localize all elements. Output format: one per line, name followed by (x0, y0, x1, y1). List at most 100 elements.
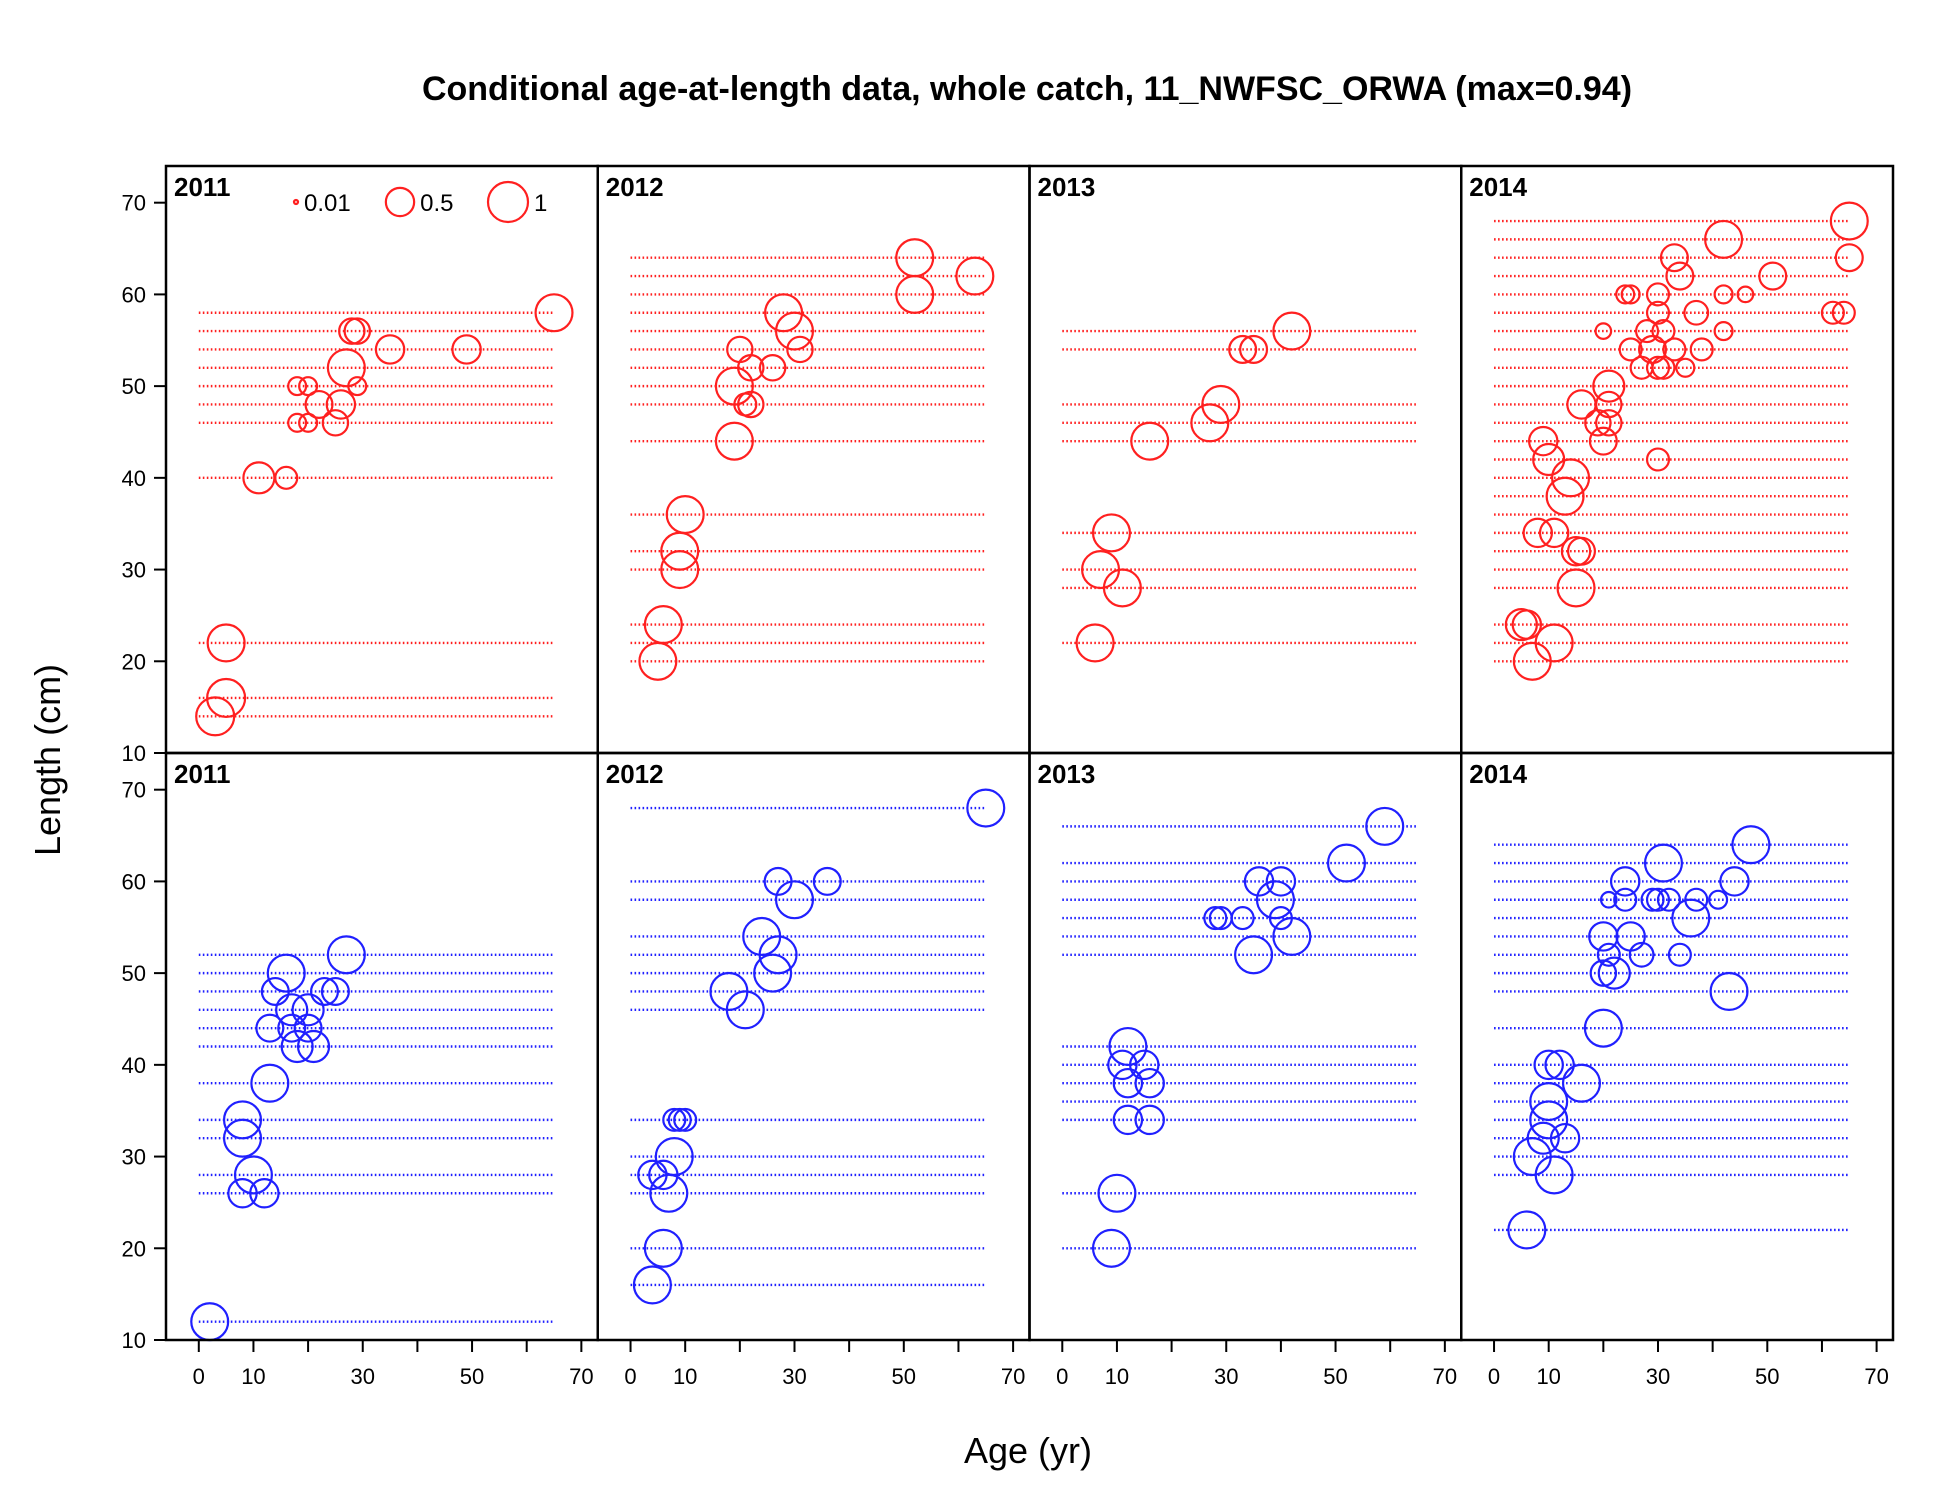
legend-bubble (292, 198, 300, 206)
bubble-point (1595, 390, 1623, 419)
bubble-point (296, 1029, 331, 1064)
bubble-point (1130, 421, 1170, 461)
x-tick-label: 50 (1323, 1364, 1347, 1389)
bubble-point (1081, 550, 1121, 590)
bubble-point (1091, 513, 1132, 553)
bubble-point (714, 366, 754, 406)
bubble-point (774, 880, 815, 920)
x-tick-label: 30 (1646, 1364, 1670, 1389)
bubble-point (1583, 1008, 1623, 1048)
bubble-point (1190, 403, 1230, 443)
bubble-point (206, 677, 247, 719)
bubble-legend: 0.01 0.5 1 (292, 180, 547, 224)
y-tick-label: 10 (122, 741, 146, 766)
x-tick-label: 30 (351, 1364, 375, 1389)
panel-year-label: 2014 (1469, 172, 1527, 202)
bubble-point (1645, 355, 1671, 380)
x-tick-label: 70 (1864, 1364, 1888, 1389)
bubble-point (274, 465, 299, 490)
bubble-point (1628, 941, 1655, 968)
panel-year-label: 2011 (174, 172, 230, 202)
panel-year-label: 2011 (174, 759, 230, 789)
bubble-point (1719, 866, 1750, 897)
panel-male-2011: 2011 (164, 751, 599, 1342)
bubble-point (1561, 1063, 1602, 1103)
bubble-point (1560, 535, 1592, 567)
panel-year-label: 2012 (606, 759, 664, 789)
bubble-point (1529, 1081, 1569, 1122)
bubble-point (643, 605, 683, 645)
bubble-point (1640, 887, 1665, 912)
bubble-point (714, 421, 754, 461)
bubble-point (1589, 959, 1618, 987)
bubble-point (1203, 906, 1228, 931)
bubble-point (1097, 1173, 1137, 1213)
bubble-point (1265, 866, 1297, 897)
y-tick-label: 10 (122, 1328, 146, 1353)
y-tick-label: 40 (122, 1053, 146, 1078)
bubble-point (654, 1137, 694, 1177)
bubble-point (1667, 942, 1692, 967)
panel-year-label: 2013 (1038, 172, 1096, 202)
x-tick-label: 0 (624, 1364, 636, 1389)
bubble-point (1599, 890, 1618, 909)
x-tick-label: 10 (1105, 1364, 1129, 1389)
legend-label: 0.5 (420, 190, 453, 217)
bubble-point (1134, 1104, 1165, 1136)
bubble-point (1645, 887, 1671, 912)
bubble-point (451, 334, 482, 365)
bubble-point (709, 971, 749, 1012)
bubble-point (1075, 623, 1115, 663)
bubble-point (786, 335, 814, 364)
bubble-point (1544, 1049, 1575, 1081)
y-tick-label: 20 (122, 649, 146, 674)
bubble-point (1662, 337, 1687, 362)
bubble-point (774, 311, 815, 351)
bubble-point (280, 1029, 314, 1064)
bubble-point (1091, 1228, 1132, 1268)
bubble-point (1689, 337, 1714, 362)
x-tick-label: 10 (673, 1364, 697, 1389)
bubble-point (1597, 956, 1631, 990)
panel-female-2014: 2014 (1460, 164, 1895, 755)
bubble-point (326, 935, 366, 975)
panel-frame (1460, 751, 1895, 1342)
legend-label: 0.01 (304, 190, 351, 217)
bubble-point (1551, 458, 1591, 498)
bubble-point (1112, 1067, 1144, 1099)
panel-frame (1460, 164, 1895, 755)
bubble-point (1615, 284, 1636, 305)
bubble-point (287, 412, 308, 433)
bubble-point (1665, 261, 1695, 291)
bubble-point (1201, 384, 1241, 425)
x-tick-label: 0 (1488, 1364, 1500, 1389)
bubble-point (1684, 887, 1709, 912)
bubble-point (895, 238, 935, 278)
bubble-point (1534, 623, 1574, 663)
bubble-point (1643, 843, 1684, 883)
panel-male-2014: 2014 (1460, 751, 1895, 1342)
y-tick-label: 60 (122, 869, 146, 894)
bubble-point (1834, 243, 1864, 273)
bubble-point (1230, 906, 1255, 931)
x-axis-title: Age (yr) (964, 1430, 1092, 1471)
bubble-point (1507, 1210, 1547, 1250)
bubble-point (1112, 1104, 1144, 1136)
x-tick-label: 50 (460, 1364, 484, 1389)
bubble-point (1592, 369, 1626, 403)
bubble-point (206, 623, 246, 663)
bubble-point (1651, 319, 1676, 344)
bubble-point (673, 1107, 698, 1132)
x-tick-label: 70 (1433, 1364, 1457, 1389)
panel-frame (164, 164, 599, 755)
y-axis-title: Length (cm) (27, 664, 68, 856)
bubble-point (1511, 609, 1543, 640)
bubble-point (1713, 321, 1734, 342)
bubble-point (1609, 866, 1641, 897)
bubble-point (325, 389, 357, 420)
chart-title: Conditional age-at-length data, whole ca… (422, 70, 1632, 108)
panel-female-2011: 2011 (164, 164, 599, 755)
bubble-point (1239, 334, 1269, 364)
bubble-point (1820, 300, 1845, 325)
